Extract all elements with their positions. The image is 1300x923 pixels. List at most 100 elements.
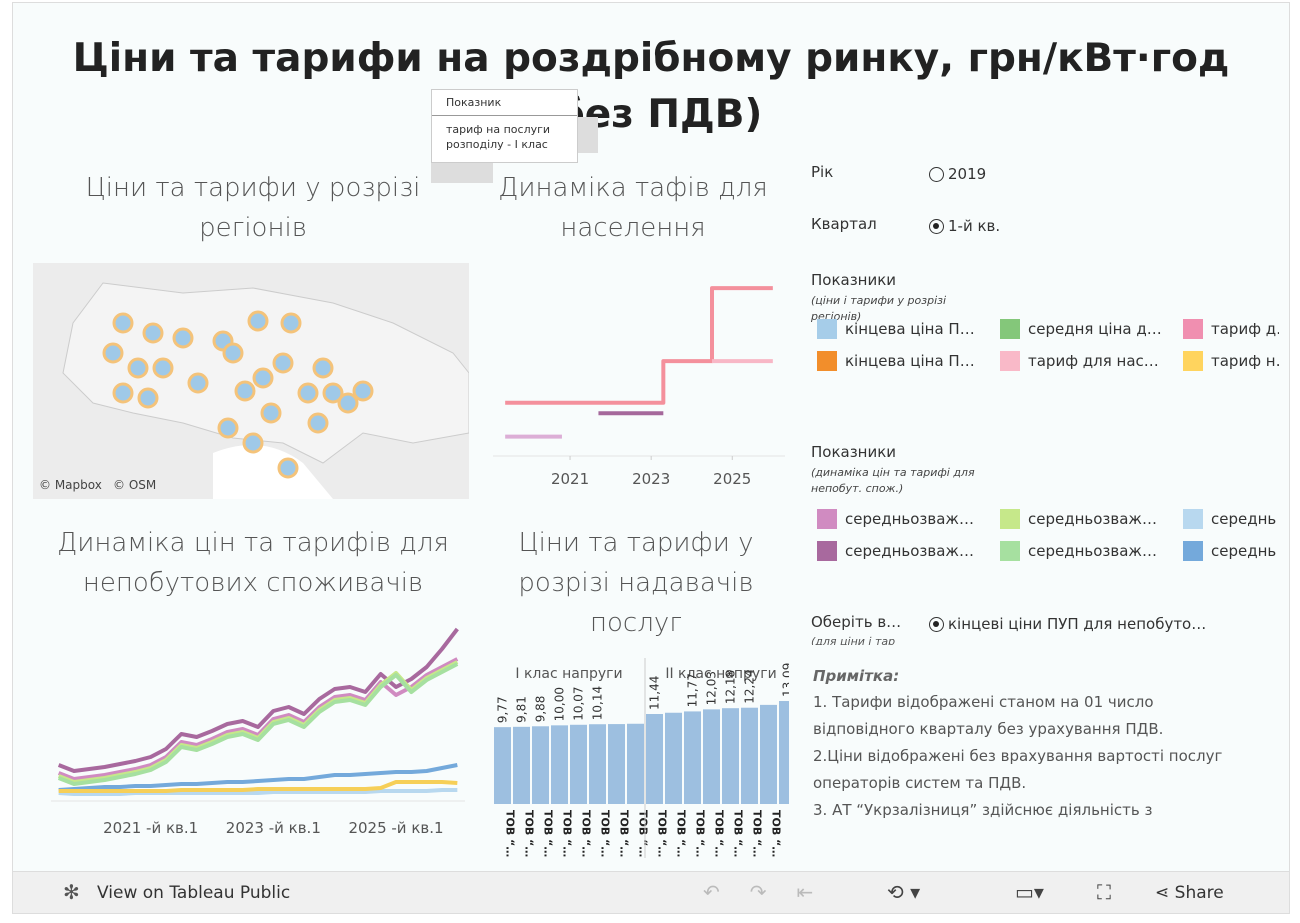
dashboard: Ціни та тарифи на роздрібному ринку, грн… bbox=[12, 2, 1290, 914]
sheet-title: Динаміка цін та тарифів для непобутових … bbox=[57, 528, 449, 598]
bar bbox=[779, 701, 789, 804]
legend-item[interactable]: середньозваж… bbox=[1000, 541, 1175, 561]
bar bbox=[532, 726, 549, 804]
legend-title: Показники bbox=[811, 443, 897, 461]
x-tick-label: ТОВ “… bbox=[523, 810, 536, 857]
map-marker bbox=[112, 312, 134, 334]
x-tick-label: 2025 -й кв.1 bbox=[348, 819, 443, 837]
legend-item[interactable]: кінцева ціна П… bbox=[817, 319, 992, 339]
value-label: 9,81 bbox=[515, 696, 529, 723]
map-attribution: © OSM bbox=[113, 478, 156, 492]
share-button[interactable]: ⋖ Share bbox=[1155, 883, 1224, 903]
x-tick-label: ТОВ “… bbox=[504, 810, 517, 857]
bar bbox=[551, 725, 568, 804]
map-marker bbox=[127, 357, 149, 379]
legend-title: Показники bbox=[811, 271, 897, 289]
value-label: 12,18 bbox=[724, 670, 738, 704]
filter-label: Квартал bbox=[811, 215, 877, 233]
filter-option[interactable]: 1-й кв. bbox=[929, 217, 1000, 235]
legend-item[interactable]: середнь bbox=[1183, 509, 1279, 529]
legend-label: тариф для нас… bbox=[1028, 352, 1159, 370]
tooltip-text: розподілу - I клас bbox=[446, 138, 548, 151]
map-marker bbox=[234, 380, 256, 402]
history-buttons[interactable]: ↶↷⇤ bbox=[703, 880, 844, 904]
legend-swatch bbox=[1000, 319, 1020, 339]
tooltip-header: Показник bbox=[432, 90, 577, 116]
tooltip: Показник тариф на послуги розподілу - I к… bbox=[431, 89, 578, 163]
side-panel: Рік 2019 Квартал 1-й кв. Оберіть в… (для ціни… bbox=[799, 153, 1279, 863]
share-label: Share bbox=[1174, 883, 1224, 903]
legend-swatch bbox=[1183, 319, 1203, 339]
bar bbox=[703, 709, 720, 804]
view-on-tableau[interactable]: View on Tableau Public bbox=[97, 883, 291, 903]
legend-label: тариф д… bbox=[1211, 320, 1279, 338]
x-tick-label: ТОВ “… bbox=[542, 810, 555, 857]
sheet-title: Ціни та тарифи у розрізі надавачів послу… bbox=[518, 528, 754, 638]
x-tick-label: ТОВ “… bbox=[770, 810, 783, 857]
map-marker bbox=[337, 392, 359, 414]
map-marker bbox=[272, 352, 294, 374]
map-marker bbox=[312, 357, 334, 379]
bar bbox=[684, 711, 701, 804]
series-line bbox=[58, 780, 458, 793]
pause-button[interactable]: ⟲ ▾ bbox=[887, 880, 921, 904]
x-tick-label: 2021 bbox=[551, 470, 589, 488]
legend-item[interactable]: тариф д… bbox=[1183, 319, 1279, 339]
note-line: відповідного кварталу без урахування ПДВ… bbox=[813, 720, 1164, 738]
legend-swatch bbox=[1000, 351, 1020, 371]
value-label: 9,77 bbox=[496, 696, 510, 723]
value-label: 10,14 bbox=[591, 686, 605, 720]
x-tick-label: 2021 -й кв.1 bbox=[103, 819, 198, 837]
map: © Mapbox © OSM bbox=[33, 263, 469, 499]
filter-option[interactable]: 2019 bbox=[929, 165, 986, 183]
x-tick-label: ТОВ “… bbox=[713, 810, 726, 857]
x-tick-label: “Вироб… bbox=[789, 810, 790, 858]
value-label: 11,44 bbox=[648, 676, 662, 710]
legend-item[interactable]: тариф н… bbox=[1183, 351, 1279, 371]
radio-button[interactable] bbox=[929, 167, 944, 182]
panel-label: І клас напруги bbox=[515, 666, 622, 682]
legend-label: середньозваж… bbox=[1028, 542, 1157, 560]
legend-item[interactable]: тариф для нас… bbox=[1000, 351, 1175, 371]
x-tick-label: ТОВ “… bbox=[694, 810, 707, 857]
legend-item[interactable]: середньозваж… bbox=[817, 509, 992, 529]
filter-option[interactable]: кінцеві ціни ПУП для непобуто… bbox=[929, 615, 1206, 633]
legend-swatch bbox=[817, 319, 837, 339]
x-tick-label: ТОВ “… bbox=[656, 810, 669, 857]
legend-label: кінцева ціна П… bbox=[845, 352, 975, 370]
panel-label: ІІ клас напруги bbox=[665, 666, 776, 682]
note-line: операторів систем та ПДВ. bbox=[813, 774, 1027, 792]
value-label: 12,24 bbox=[743, 669, 757, 703]
legend-swatch bbox=[1183, 351, 1203, 371]
map-marker bbox=[142, 322, 164, 344]
x-tick-label: ТОВ “… bbox=[599, 810, 612, 857]
radio-button[interactable] bbox=[929, 219, 944, 234]
map-marker bbox=[322, 382, 344, 404]
legend-item[interactable]: середня ціна д… bbox=[1000, 319, 1175, 339]
bar bbox=[760, 704, 777, 804]
option-label: 1-й кв. bbox=[948, 217, 1001, 235]
x-tick-label: 2023 -й кв.1 bbox=[226, 819, 321, 837]
legend-item[interactable]: середньозваж… bbox=[817, 541, 992, 561]
legend-label: тариф н… bbox=[1211, 352, 1279, 370]
chart: 2021 -й кв.1 2023 -й кв.1 2025 -й кв.1 bbox=[51, 627, 465, 837]
legend-swatch bbox=[1183, 509, 1203, 529]
legend-item[interactable]: середньозваж… bbox=[1000, 509, 1175, 529]
x-tick-label: 2023 bbox=[632, 470, 670, 488]
device-button[interactable]: ▭▾ bbox=[1015, 880, 1044, 904]
note-line: 3. АТ “Укрзалізниця” здійснює діяльність… bbox=[813, 801, 1153, 819]
legend-item[interactable]: кінцева ціна П… bbox=[817, 351, 992, 371]
chart: І клас напруги 9,77 ТОВ “… 9,81 ТОВ “… 9,88 ТО… bbox=[494, 658, 790, 858]
filter-label: Оберіть в… bbox=[811, 613, 902, 631]
fullscreen-button[interactable]: ⛶ bbox=[1097, 880, 1111, 904]
filter-label: Рік bbox=[811, 163, 834, 181]
legend-item[interactable]: середнь bbox=[1183, 541, 1279, 561]
radio-button[interactable] bbox=[929, 617, 944, 632]
value-label: 13,09 bbox=[781, 663, 790, 697]
map-marker bbox=[247, 310, 269, 332]
legend-label: середнь bbox=[1211, 542, 1277, 560]
x-tick-label: ТОВ “… bbox=[751, 810, 764, 857]
legend-label: середньозваж… bbox=[1028, 510, 1157, 528]
map-marker bbox=[297, 382, 319, 404]
bar bbox=[665, 712, 682, 804]
